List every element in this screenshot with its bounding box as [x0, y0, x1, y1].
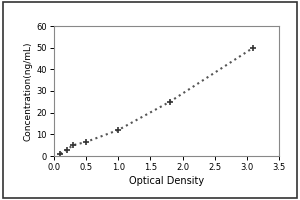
X-axis label: Optical Density: Optical Density [129, 176, 204, 186]
Y-axis label: Concentration(ng/mL): Concentration(ng/mL) [23, 41, 32, 141]
